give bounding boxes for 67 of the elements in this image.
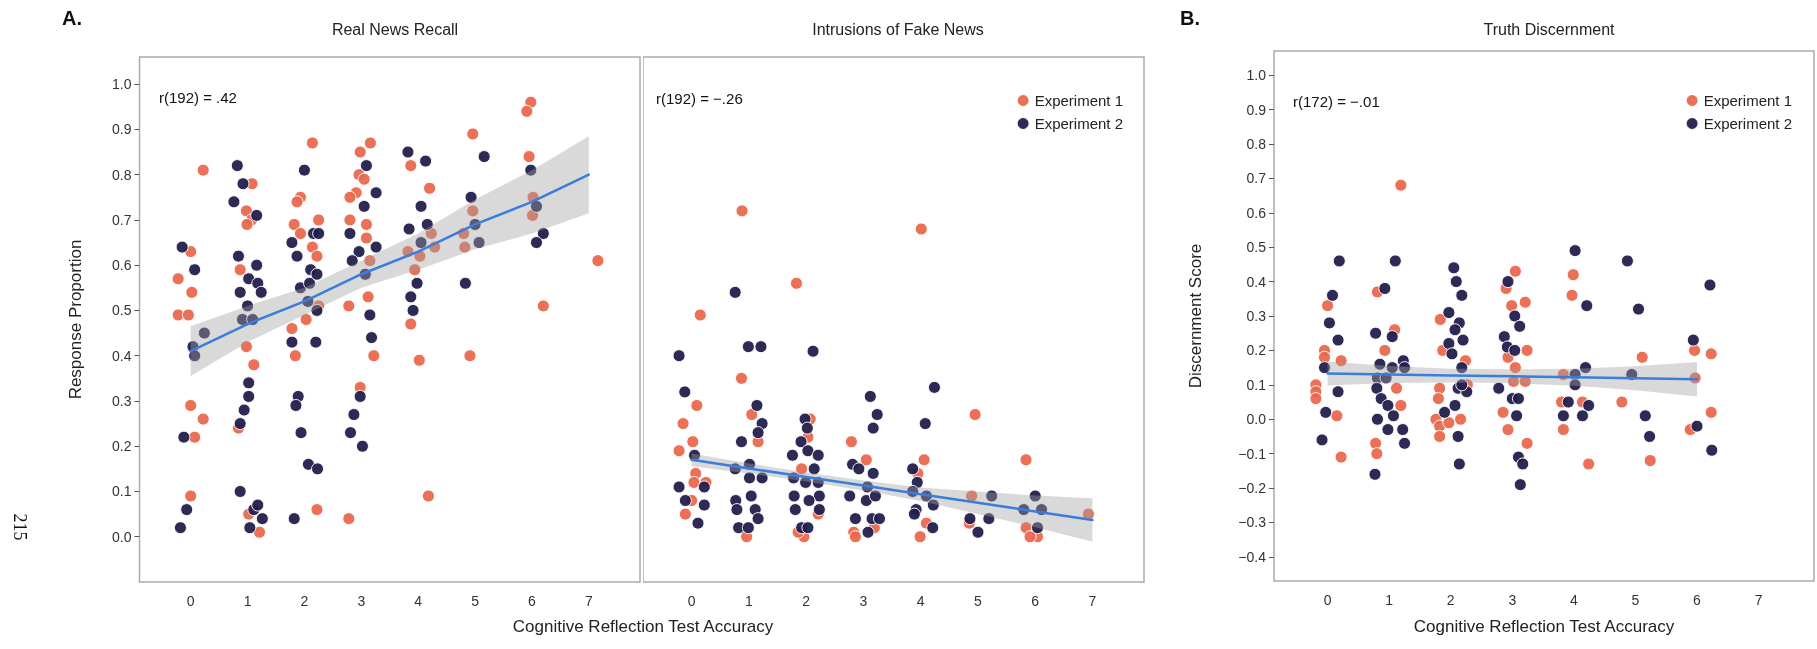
x-tick-label: 5 <box>974 593 983 609</box>
x-tick-label: 6 <box>1031 593 1040 609</box>
x-tick-label: 2 <box>1446 592 1455 608</box>
x-tick-label: 1 <box>1385 592 1394 608</box>
x-tick-label: 2 <box>300 593 309 609</box>
y-tick-label: −0.3 <box>1238 514 1267 531</box>
y-tick-label: 0.7 <box>1246 170 1267 187</box>
y-tick-label: −0.4 <box>1238 548 1267 565</box>
y-tick-label: 0.7 <box>112 211 132 228</box>
x-tick-label: 2 <box>802 593 811 609</box>
y-tick-label: 0.5 <box>1246 239 1267 256</box>
annotation: r(172) = −.01 <box>1293 93 1380 110</box>
y-tick-label: −0.1 <box>1238 445 1267 462</box>
y-tick-label: −0.2 <box>1238 480 1267 497</box>
legend-label: Experiment 1 <box>1034 92 1123 109</box>
y-tick-label: 0.1 <box>112 483 132 500</box>
x-tick-label: 6 <box>1693 592 1702 608</box>
x-tick-label: 4 <box>1569 592 1578 608</box>
legend-label: Experiment 2 <box>1034 115 1123 132</box>
y-tick-label: 0.1 <box>1246 376 1267 393</box>
x-tick-label: 4 <box>916 593 925 609</box>
text: A. <box>62 7 82 29</box>
x-tick-label: 7 <box>1088 593 1097 609</box>
y-tick-label: 0.4 <box>1246 273 1267 290</box>
annotation: r(192) = .42 <box>159 89 237 106</box>
y-tick-label: 0.0 <box>112 528 132 545</box>
x-tick-label: 1 <box>243 593 252 609</box>
y-axis-title: Discernment Score <box>1186 243 1205 389</box>
y-tick-label: 0.9 <box>112 121 132 138</box>
x-tick-label: 4 <box>414 593 423 609</box>
x-tick-label: 3 <box>1508 592 1517 608</box>
y-tick-label: 0.0 <box>1246 411 1267 428</box>
y-tick-label: 0.5 <box>112 302 132 319</box>
x-tick-label: 0 <box>687 593 696 609</box>
x-axis-title: Cognitive Reflection Test Accuracy <box>1413 616 1675 636</box>
x-tick-label: 3 <box>357 593 366 609</box>
y-tick-label: 0.2 <box>112 438 132 455</box>
legend-label: Experiment 1 <box>1703 92 1792 109</box>
y-tick-label: 0.8 <box>1246 135 1267 152</box>
x-tick-label: 5 <box>471 593 480 609</box>
y-tick-label: 0.6 <box>1246 204 1267 221</box>
y-tick-label: 0.3 <box>112 392 132 409</box>
chart-title: Real News Recall <box>331 20 459 38</box>
legend-label: Experiment 2 <box>1703 115 1792 132</box>
y-tick-label: 0.9 <box>1246 101 1267 118</box>
y-axis-title: Response Proportion <box>65 239 85 400</box>
x-tick-label: 5 <box>1631 592 1640 608</box>
x-tick-label: 7 <box>584 593 593 609</box>
x-tick-label: 0 <box>186 593 195 609</box>
y-tick-label: 1.0 <box>112 76 132 93</box>
chart-title: Truth Discernment <box>1483 20 1616 38</box>
x-tick-label: 6 <box>528 593 537 609</box>
chart-title: Intrusions of Fake News <box>812 20 984 38</box>
annotation: r(192) = −.26 <box>656 90 743 107</box>
x-tick-label: 7 <box>1754 592 1763 608</box>
text: B. <box>1180 7 1200 29</box>
x-tick-label: 3 <box>859 593 868 609</box>
y-tick-label: 0.2 <box>1246 342 1267 359</box>
y-tick-label: 0.3 <box>1246 308 1267 324</box>
x-tick-label: 1 <box>745 593 754 609</box>
y-tick-label: 0.6 <box>112 257 132 274</box>
y-tick-label: 0.8 <box>112 166 132 183</box>
y-tick-label: 1.0 <box>1246 67 1267 84</box>
x-tick-label: 0 <box>1323 592 1332 608</box>
text: 215 <box>10 513 30 541</box>
x-axis-title: Cognitive Reflection Test Accuracy <box>512 616 774 636</box>
y-tick-label: 0.4 <box>112 347 132 364</box>
